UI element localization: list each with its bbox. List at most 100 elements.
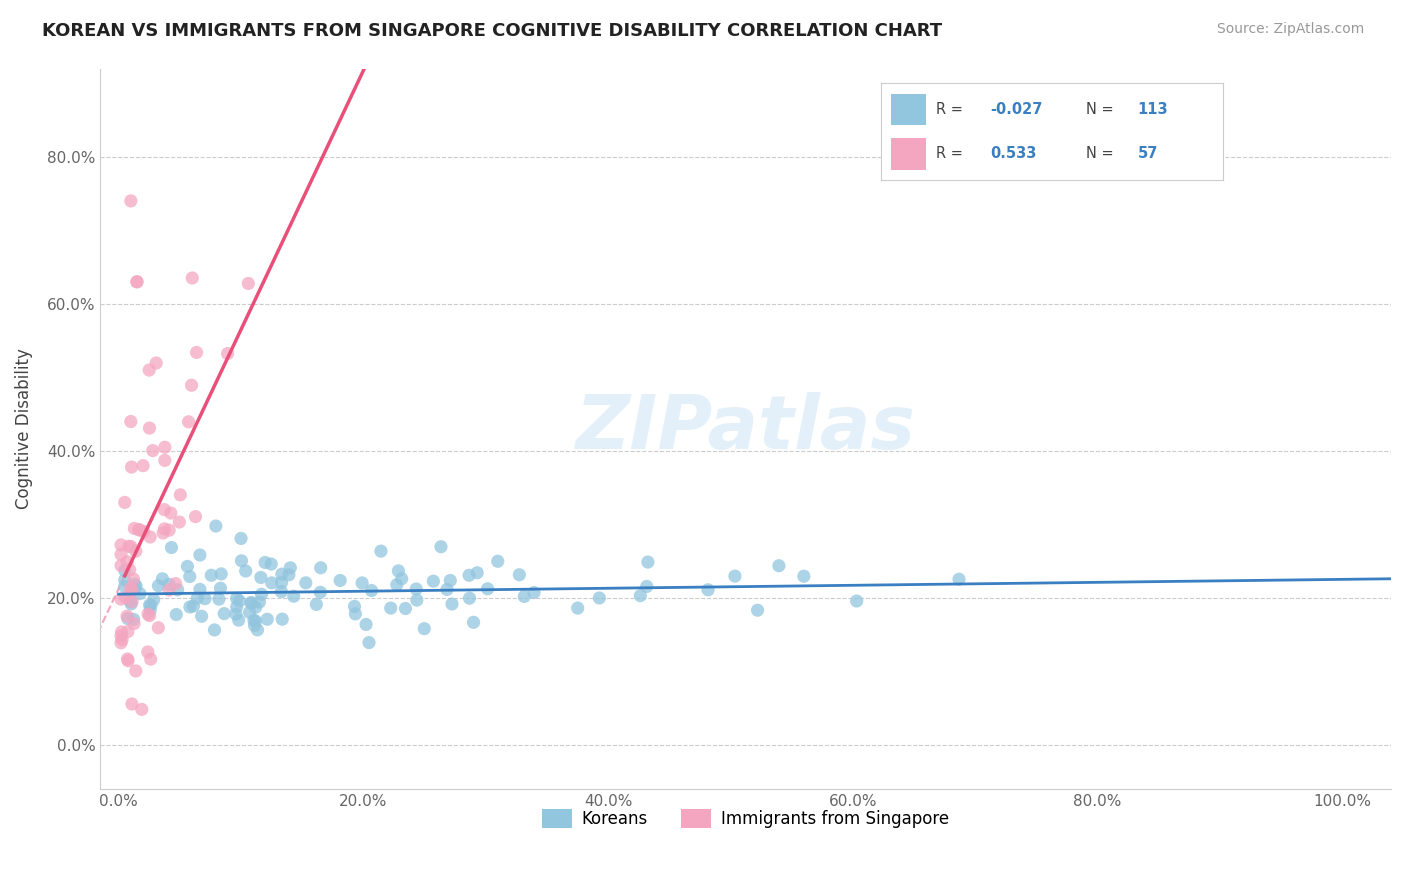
Point (122, 612, 145, 626)
Point (131, 702, 153, 716)
Point (114, 591, 136, 605)
Point (188, 548, 211, 562)
Point (179, 599, 201, 614)
Point (120, 194, 142, 208)
Point (458, 568, 481, 582)
Point (132, 524, 155, 539)
Point (245, 600, 267, 615)
Point (246, 623, 269, 637)
Point (283, 589, 305, 603)
Point (205, 519, 228, 533)
Point (184, 509, 207, 524)
Point (181, 271, 204, 285)
Point (270, 567, 292, 582)
Point (153, 502, 176, 516)
Point (121, 582, 143, 597)
Point (523, 585, 546, 599)
Point (120, 582, 142, 596)
Point (176, 559, 198, 574)
Point (329, 574, 352, 588)
Point (160, 541, 183, 555)
Point (183, 599, 205, 613)
Y-axis label: Cognitive Disability: Cognitive Disability (15, 349, 32, 509)
Point (129, 586, 152, 600)
Point (188, 582, 211, 597)
Point (121, 697, 143, 711)
Point (380, 601, 402, 615)
Point (138, 363, 160, 377)
Point (343, 599, 366, 614)
Point (121, 460, 143, 475)
Point (110, 624, 132, 639)
Point (209, 581, 232, 595)
Point (260, 557, 283, 571)
Point (254, 556, 277, 570)
Point (793, 569, 815, 583)
Point (152, 572, 174, 586)
Point (458, 591, 481, 606)
Point (430, 540, 453, 554)
Point (110, 548, 132, 562)
Point (186, 591, 208, 605)
Point (122, 572, 145, 586)
Point (157, 523, 180, 537)
Point (637, 555, 659, 569)
Point (139, 603, 162, 617)
Point (697, 582, 720, 597)
Point (360, 583, 382, 598)
Point (153, 440, 176, 454)
Point (309, 561, 332, 575)
Point (139, 599, 162, 613)
Point (724, 569, 747, 583)
Point (405, 582, 427, 596)
Point (245, 614, 267, 628)
Point (354, 617, 377, 632)
Point (243, 613, 266, 627)
Point (169, 488, 191, 502)
Point (235, 564, 257, 578)
Point (636, 579, 658, 593)
Point (628, 589, 651, 603)
Point (209, 566, 232, 581)
Point (120, 594, 142, 608)
Legend: Koreans, Immigrants from Singapore: Koreans, Immigrants from Singapore (536, 803, 956, 835)
Point (148, 621, 170, 635)
Point (145, 356, 167, 370)
Point (117, 654, 139, 668)
Point (132, 458, 155, 473)
Point (845, 594, 868, 608)
Point (238, 277, 260, 291)
Point (128, 523, 150, 537)
Point (139, 652, 162, 666)
Point (413, 622, 436, 636)
Point (122, 616, 145, 631)
Point (240, 596, 263, 610)
Point (114, 564, 136, 578)
Point (486, 554, 509, 568)
Point (157, 577, 180, 591)
Point (513, 590, 536, 604)
Point (228, 594, 250, 608)
Point (225, 607, 247, 621)
Point (385, 578, 408, 592)
Point (125, 275, 148, 289)
Point (169, 515, 191, 529)
Point (256, 612, 278, 626)
Point (436, 582, 458, 597)
Point (463, 615, 485, 630)
Point (250, 570, 273, 584)
Point (309, 585, 332, 599)
Point (238, 605, 260, 619)
Point (387, 564, 409, 578)
Point (270, 584, 292, 599)
Point (139, 530, 162, 544)
Point (125, 664, 148, 678)
Point (240, 595, 263, 609)
Point (243, 618, 266, 632)
Point (295, 575, 318, 590)
Point (747, 603, 769, 617)
Point (228, 613, 250, 627)
Point (124, 521, 146, 535)
Point (110, 538, 132, 552)
Point (121, 594, 143, 608)
